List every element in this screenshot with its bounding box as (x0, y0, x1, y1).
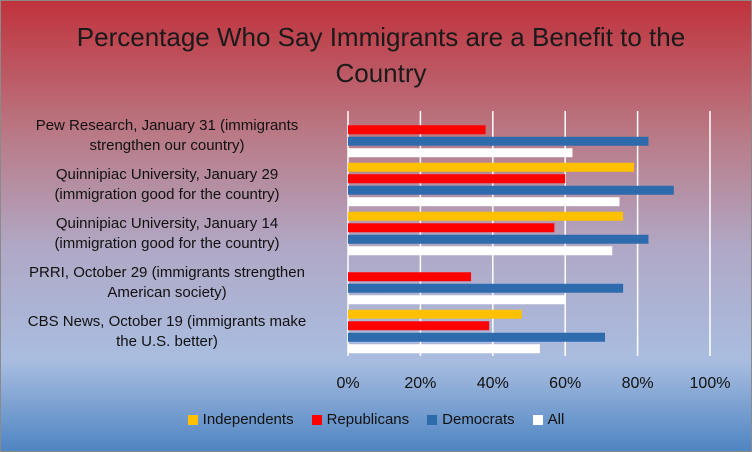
bar-all (348, 344, 540, 354)
bar-democrats (348, 332, 606, 342)
bar-democrats (348, 234, 649, 244)
x-tick-label: 40% (477, 375, 509, 392)
category-label: CBS News, October 19 (immigrants make the… (1, 312, 333, 352)
bar-all (348, 295, 566, 305)
category-label-line: (immigration good for the country) (54, 234, 280, 252)
x-tick-label: 80% (622, 375, 654, 392)
bar-republicans (348, 174, 566, 184)
category-label-line: Pew Research, January 31 (immigrants (35, 116, 299, 134)
legend-swatch (311, 414, 322, 425)
bar-all (348, 148, 573, 158)
category-label: Quinnipiac University, January 29 (immigr… (1, 165, 333, 205)
x-tick-label: 100% (690, 375, 731, 392)
category-label-line: Quinnipiac University, January 14 (55, 214, 279, 232)
bar-republicans (348, 321, 490, 331)
x-tick-label: 20% (404, 375, 436, 392)
bar-all (348, 197, 620, 207)
category-label: Quinnipiac University, January 14 (immigr… (1, 214, 333, 254)
bar-republicans (348, 272, 472, 282)
legend-item-all: All (532, 411, 565, 428)
category-label-line: (immigration good for the country) (54, 185, 280, 203)
bar-independents (348, 309, 522, 319)
legend: Independents Republicans Democrats All (1, 411, 751, 428)
category-label-line: American society) (107, 283, 227, 301)
category-label: Pew Research, January 31 (immigrants stre… (1, 116, 333, 156)
legend-item-democrats: Democrats (427, 411, 515, 428)
legend-item-independents: Independents (187, 411, 294, 428)
category-label-line: the U.S. better) (116, 332, 218, 350)
legend-label: All (547, 411, 565, 428)
bar-democrats (348, 283, 624, 293)
bar-democrats (348, 185, 674, 195)
category-label-line: CBS News, October 19 (immigrants make (27, 312, 307, 330)
bar-republicans (348, 223, 555, 233)
legend-label: Democrats (442, 411, 515, 428)
chart-title: Percentage Who Say Immigrants are a Bene… (76, 22, 686, 88)
legend-swatch (532, 414, 543, 425)
category-label-line: PRRI, October 29 (immigrants strengthen (29, 263, 305, 281)
legend-label: Republicans (326, 411, 410, 428)
legend-label: Independents (202, 411, 294, 428)
bar-independents (348, 162, 634, 172)
category-label-line: strengthen our country) (89, 136, 245, 154)
bar-all (348, 246, 613, 256)
category-label: PRRI, October 29 (immigrants strengthen A… (1, 263, 333, 303)
bar-independents (348, 211, 624, 221)
bar-republicans (348, 125, 486, 135)
legend-swatch (427, 414, 438, 425)
x-tick-label: 60% (549, 375, 581, 392)
legend-swatch (187, 414, 198, 425)
x-tick-label: 0% (336, 375, 359, 392)
category-label-line: Quinnipiac University, January 29 (55, 165, 279, 183)
bar-democrats (348, 136, 649, 146)
legend-item-republicans: Republicans (311, 411, 410, 428)
